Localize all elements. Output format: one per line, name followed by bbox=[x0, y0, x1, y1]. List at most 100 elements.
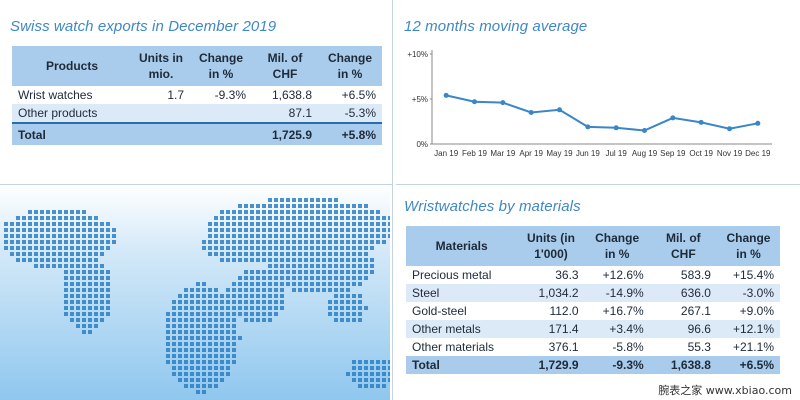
total-row: Total 1,729.9 -9.3% 1,638.8 +6.5% bbox=[406, 356, 780, 374]
units-change: -9.3% bbox=[214, 88, 246, 102]
data-point bbox=[670, 115, 676, 121]
units-value: 376.1 bbox=[548, 340, 579, 354]
vertical-divider bbox=[392, 0, 393, 400]
chf-change: -5.3% bbox=[318, 104, 382, 123]
materials-table: Materials Units (in 1'000) Change in % M… bbox=[406, 226, 780, 374]
total-units-change bbox=[190, 122, 252, 145]
data-point bbox=[698, 119, 704, 125]
y-tick-label: +10% bbox=[407, 50, 428, 59]
chf-change: +15.4% bbox=[732, 268, 774, 282]
x-tick-label: Apr 19 bbox=[519, 149, 543, 158]
table-row: Other products 87.1 -5.3% bbox=[12, 104, 382, 123]
chf-change: +9.0% bbox=[739, 304, 774, 318]
units-change: +12.6% bbox=[602, 268, 644, 282]
watermark-text: 腕表之家 www.xbiao.com bbox=[658, 384, 792, 397]
y-tick-label: +5% bbox=[412, 95, 428, 104]
materials-col-chf: Mil. of CHF bbox=[649, 226, 717, 266]
total-chf-change: +5.8% bbox=[318, 122, 382, 145]
chf-value: 87.1 bbox=[252, 104, 318, 123]
materials-header-row: Materials Units (in 1'000) Change in % M… bbox=[406, 226, 780, 266]
chf-value: 636.0 bbox=[649, 284, 717, 302]
data-point bbox=[585, 124, 591, 130]
total-label: Total bbox=[406, 356, 518, 374]
table-row: Wrist watches 1.7 -9.3% 1,638.8 +6.5% bbox=[12, 86, 382, 104]
total-units: 1,729.9 bbox=[517, 356, 585, 374]
horizontal-divider-right bbox=[396, 184, 800, 185]
total-chf-change: +6.5% bbox=[716, 356, 780, 374]
x-tick-label: May 19 bbox=[546, 149, 573, 158]
material-name: Other metals bbox=[406, 320, 518, 338]
total-chf: 1,638.8 bbox=[649, 356, 717, 374]
x-tick-label: Sep 19 bbox=[660, 149, 686, 158]
total-chf: 1,725.9 bbox=[252, 122, 318, 145]
world-map-image bbox=[0, 186, 390, 400]
exports-header-row: Products Units in mio. Change in % Mil. … bbox=[12, 46, 382, 86]
horizontal-divider-left bbox=[0, 184, 392, 185]
materials-col-materials: Materials bbox=[406, 226, 518, 266]
data-point bbox=[528, 110, 534, 115]
chf-value: 1,638.8 bbox=[271, 88, 312, 102]
moving-average-chart: +10% +5% 0% Jan 19 Feb 19 Mar 19 Apr 19 May 19… bbox=[407, 50, 772, 158]
chf-value: 267.1 bbox=[680, 304, 711, 318]
table-row: Precious metal 36.3 +12.6% 583.9 +15.4% bbox=[406, 266, 780, 284]
units-value: 112.0 bbox=[549, 304, 579, 318]
table-row: Other metals 171.4 +3.4% 96.6 +12.1% bbox=[406, 320, 780, 338]
table-row: Steel 1,034.2 -14.9% 636.0 -3.0% bbox=[406, 284, 780, 302]
units-value: 1,034.2 bbox=[517, 284, 585, 302]
x-tick-label: Dec 19 bbox=[745, 149, 771, 158]
total-units bbox=[132, 122, 190, 145]
material-name: Gold-steel bbox=[412, 304, 467, 318]
units-change: -5.8% bbox=[612, 340, 644, 354]
x-tick-label: Jun 19 bbox=[576, 149, 601, 158]
table-row: Gold-steel 112.0 +16.7% 267.1 +9.0% bbox=[406, 302, 780, 320]
units-value: 1.7 bbox=[167, 88, 184, 102]
moving-average-line bbox=[445, 94, 759, 132]
units-change: +3.4% bbox=[584, 320, 650, 338]
exports-col-change-units: Change in % bbox=[190, 46, 252, 86]
chf-change: +21.1% bbox=[732, 340, 774, 354]
exports-col-products: Products bbox=[12, 46, 132, 86]
units-value: 36.3 bbox=[555, 268, 579, 282]
chf-value: 583.9 bbox=[680, 268, 711, 282]
product-name: Wrist watches bbox=[18, 88, 93, 102]
product-name: Other products bbox=[12, 104, 132, 123]
material-name: Other materials bbox=[412, 340, 495, 354]
x-tick-label: Feb 19 bbox=[462, 149, 487, 158]
data-point bbox=[500, 100, 506, 106]
exports-table: Products Units in mio. Change in % Mil. … bbox=[12, 46, 382, 145]
exports-col-chf: Mil. of CHF bbox=[252, 46, 318, 86]
data-point bbox=[642, 128, 647, 133]
moving-average-title: 12 months moving average bbox=[404, 18, 588, 35]
x-tick-label: Jan 19 bbox=[434, 149, 459, 158]
y-tick-label: 0% bbox=[416, 140, 428, 149]
total-units-change: -9.3% bbox=[584, 356, 650, 374]
units-change: -14.9% bbox=[584, 284, 650, 302]
materials-col-change-units: Change in % bbox=[584, 226, 650, 266]
x-tick-label: Mar 19 bbox=[490, 149, 515, 158]
chf-change: -3.0% bbox=[716, 284, 780, 302]
total-row: Total 1,725.9 +5.8% bbox=[12, 122, 382, 145]
x-tick-label: Oct 19 bbox=[689, 149, 713, 158]
chf-value: 55.3 bbox=[687, 340, 711, 354]
data-point bbox=[557, 107, 562, 113]
chf-change: +6.5% bbox=[341, 88, 376, 102]
units-value: 171.4 bbox=[517, 320, 585, 338]
map-dot-grid bbox=[4, 198, 390, 394]
x-tick-label: Nov 19 bbox=[717, 149, 743, 158]
x-tick-label: Aug 19 bbox=[632, 149, 658, 158]
units-change: +16.7% bbox=[602, 304, 644, 318]
material-name: Precious metal bbox=[412, 268, 492, 282]
exports-col-units: Units in mio. bbox=[132, 46, 190, 86]
data-point bbox=[443, 92, 449, 98]
units-change bbox=[190, 104, 252, 123]
material-name: Steel bbox=[406, 284, 518, 302]
materials-title: Wristwatches by materials bbox=[404, 198, 581, 215]
world-map-dots bbox=[4, 198, 390, 394]
chf-value: 96.6 bbox=[649, 320, 717, 338]
exports-title: Swiss watch exports in December 2019 bbox=[10, 18, 277, 35]
data-point bbox=[613, 125, 619, 131]
chf-change: +12.1% bbox=[716, 320, 780, 338]
data-point bbox=[755, 120, 761, 126]
x-tick-label: Jul 19 bbox=[605, 149, 627, 158]
data-point bbox=[472, 99, 477, 105]
